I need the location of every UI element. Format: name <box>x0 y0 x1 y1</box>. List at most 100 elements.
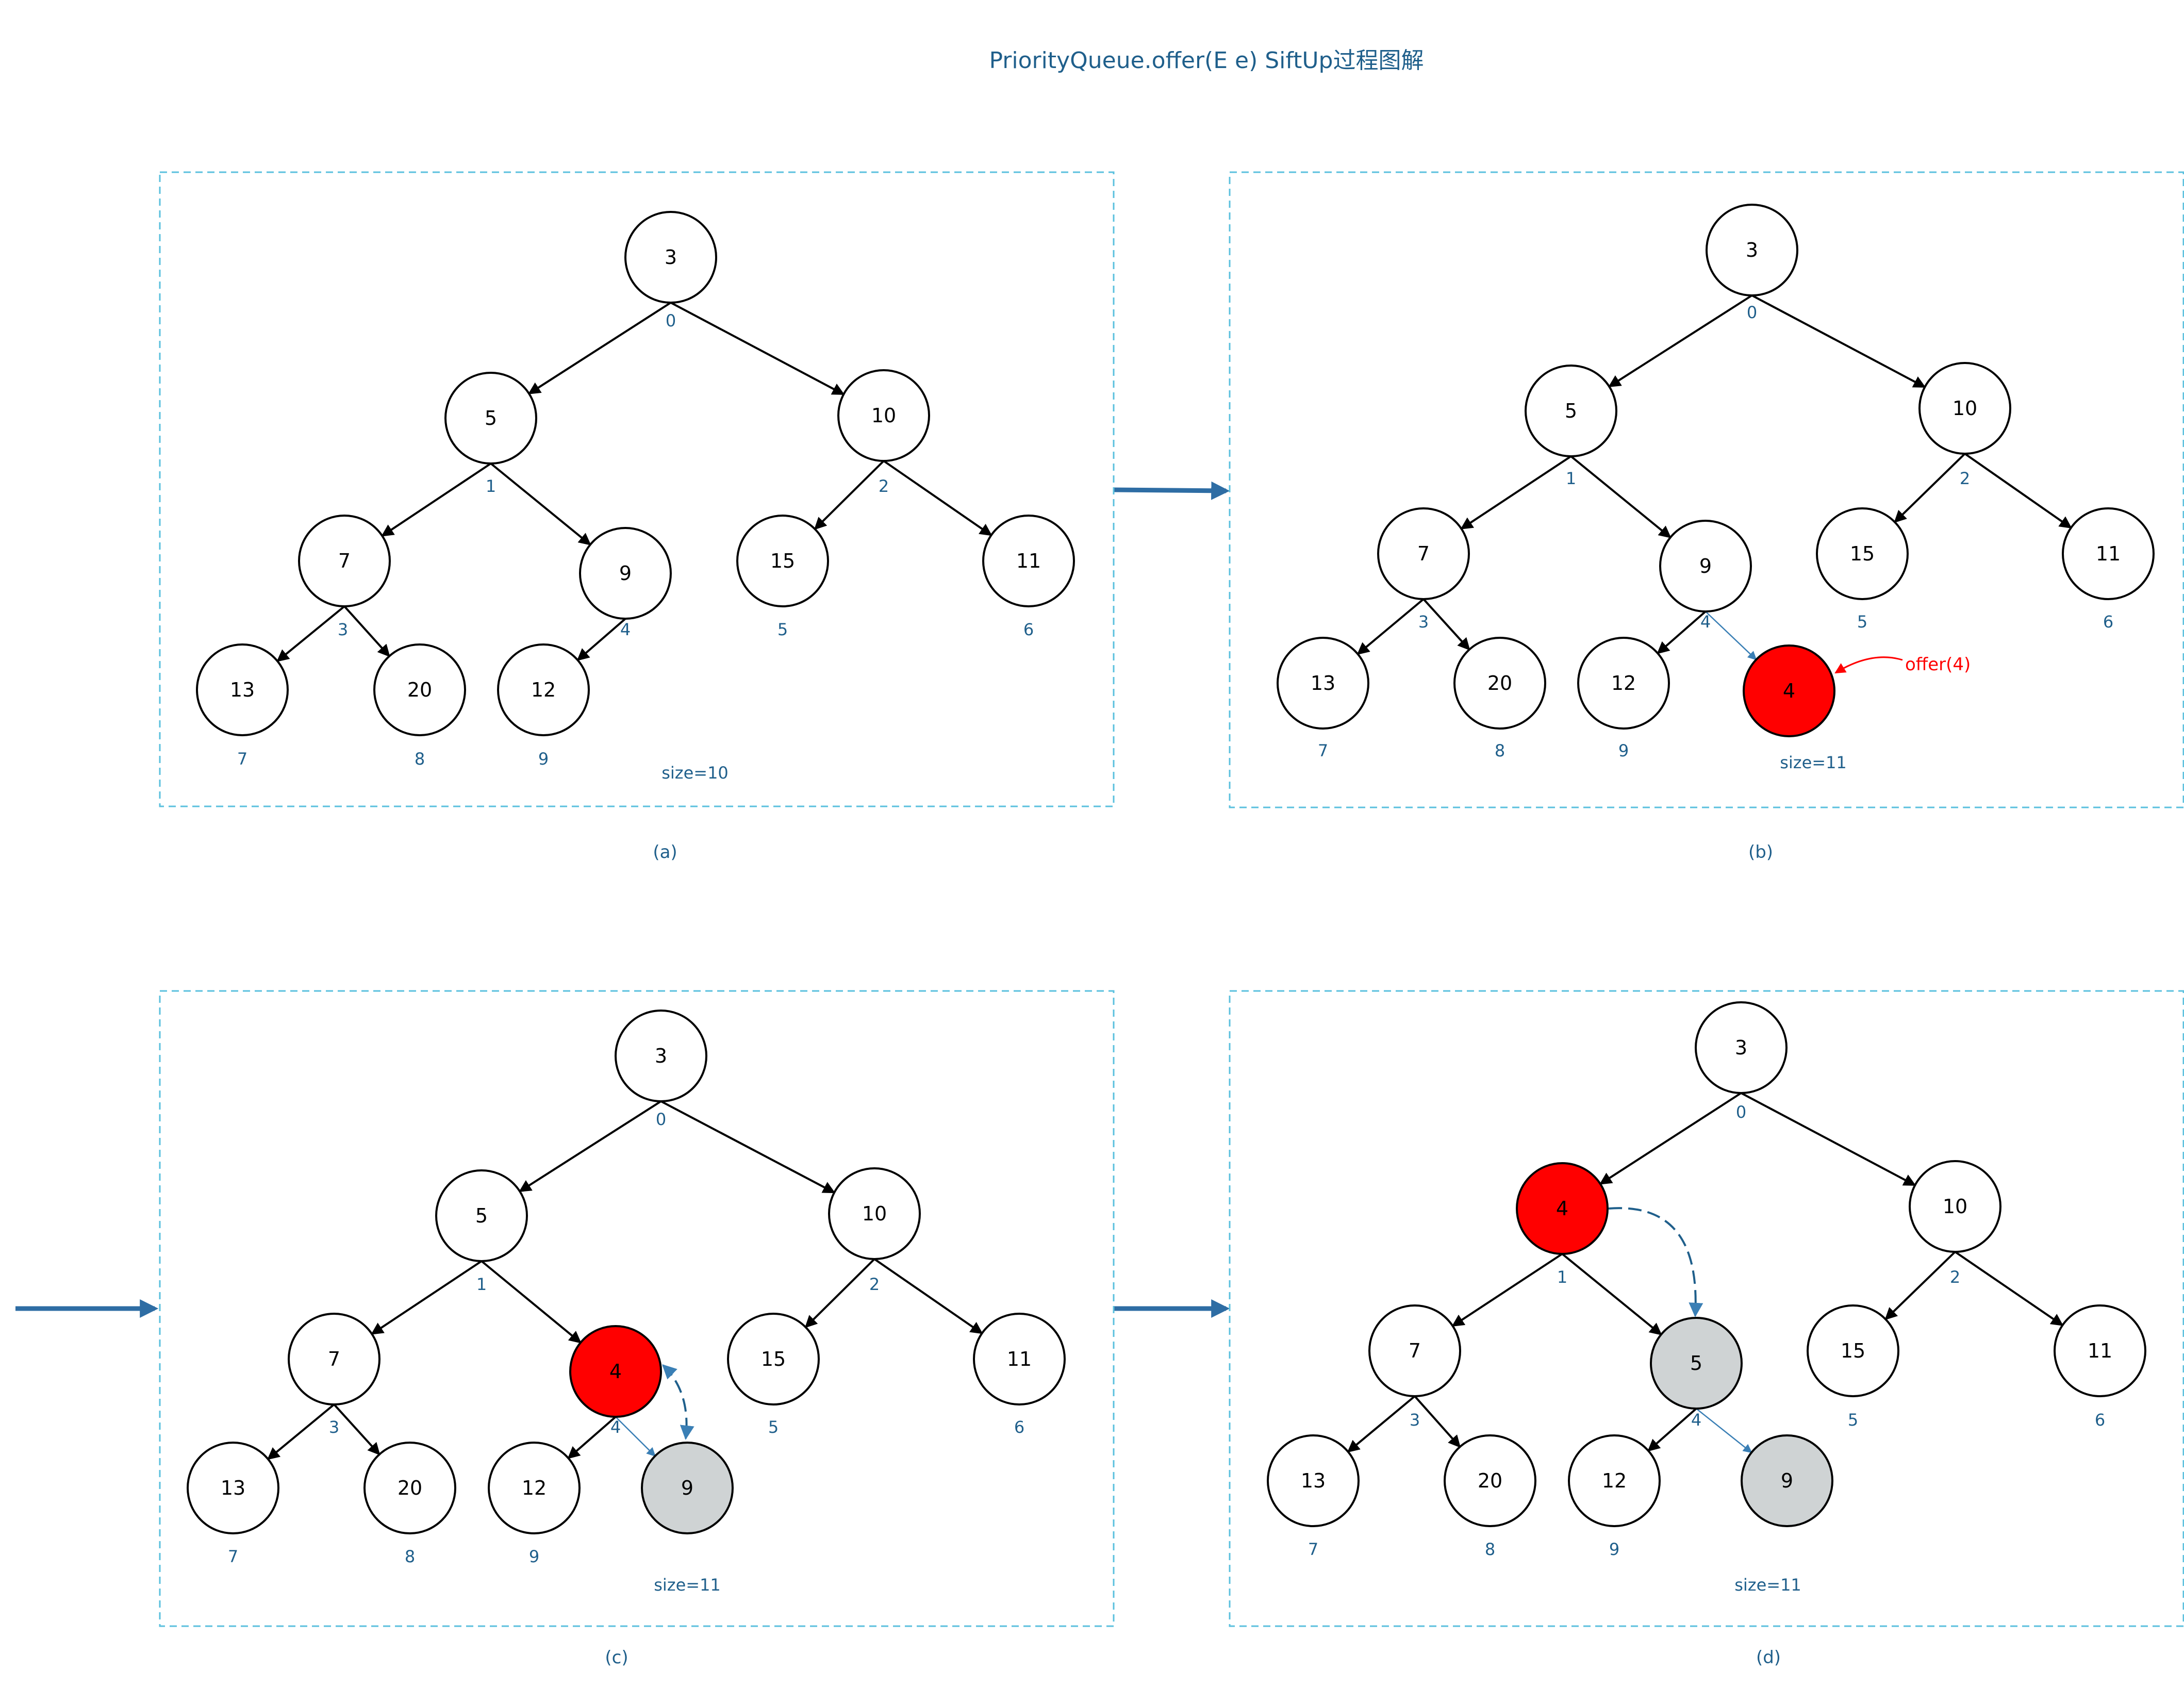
node-index: 3 <box>338 620 348 639</box>
tree-edge <box>333 1403 380 1456</box>
panel-d-frame <box>1229 990 2184 1627</box>
node-circle <box>488 1442 581 1534</box>
node-value: 9 <box>1699 555 1712 577</box>
tree-edge <box>1422 598 1470 651</box>
node-circle <box>1918 362 2011 455</box>
node-index: 3 <box>329 1417 339 1437</box>
tree-edge <box>670 302 845 395</box>
node-index: 4 <box>610 1417 621 1437</box>
offer-annotation: offer(4) <box>1905 654 1971 675</box>
heap-node: 12 <box>488 1442 581 1534</box>
flow-arrow-a-to-b <box>1113 481 1230 500</box>
heap-node: 5 <box>444 372 537 465</box>
node-circle <box>363 1442 456 1534</box>
heap-node: 10 <box>1909 1160 2001 1253</box>
node-index: 1 <box>1557 1267 1567 1287</box>
node-circle <box>1277 637 1369 730</box>
node-index: 8 <box>1495 741 1505 760</box>
node-index: 4 <box>1691 1410 1701 1430</box>
node-circle <box>288 1313 380 1405</box>
node-index: 1 <box>486 476 496 496</box>
node-index: 7 <box>1308 1540 1318 1559</box>
node-value: 10 <box>1943 1195 1967 1218</box>
node-value: 10 <box>1953 397 1977 420</box>
node-value: 13 <box>221 1477 245 1499</box>
panel-caption: (b) <box>1748 842 1773 863</box>
node-circle <box>973 1313 1066 1405</box>
heap-node: 12 <box>1577 637 1670 730</box>
node-index: 5 <box>1848 1410 1858 1430</box>
heap-node: 20 <box>363 1442 456 1534</box>
tree-edge <box>1894 453 1966 523</box>
node-circle <box>1807 1304 1899 1397</box>
node-value: 3 <box>1735 1036 1747 1059</box>
panel-a-frame <box>159 171 1115 807</box>
node-index: 9 <box>529 1547 539 1566</box>
node-circle <box>828 1167 921 1260</box>
heap-node: 20 <box>1444 1434 1536 1527</box>
new-node-edge <box>615 1416 656 1457</box>
node-circle <box>435 1169 528 1262</box>
heap-node: 13 <box>1277 637 1369 730</box>
node-value: 3 <box>665 246 677 269</box>
tree-edge <box>1964 453 2072 529</box>
node-value: 20 <box>1487 672 1512 694</box>
node-circle <box>2062 507 2155 600</box>
node-index: 0 <box>1747 303 1757 322</box>
node-value: 3 <box>1746 239 1758 261</box>
node-index: 7 <box>237 749 247 769</box>
node-circle <box>196 643 289 736</box>
tree-edge <box>1751 294 1926 388</box>
node-index: 3 <box>1410 1410 1420 1430</box>
node-circle <box>444 372 537 465</box>
heap-node: 15 <box>1807 1304 1899 1397</box>
tree-edge <box>1954 1251 2064 1327</box>
node-circle <box>497 643 590 736</box>
panel-caption: (d) <box>1756 1647 1781 1668</box>
tree-edge <box>576 618 626 661</box>
node-circle <box>2054 1304 2146 1397</box>
node-circle <box>579 527 672 620</box>
heap-node: 10 <box>828 1167 921 1260</box>
node-circle <box>1909 1160 2001 1253</box>
node-value: 20 <box>398 1477 422 1499</box>
node-circle <box>736 515 829 607</box>
tree-edge <box>1570 455 1672 538</box>
heap-node: 15 <box>1816 507 1909 600</box>
heap-node: 12 <box>1568 1434 1661 1527</box>
node-value: 12 <box>522 1477 547 1499</box>
node-value: 10 <box>871 404 896 427</box>
node-value: 15 <box>1850 542 1875 565</box>
tree-edge <box>814 460 885 530</box>
node-value: 13 <box>1301 1469 1326 1492</box>
diagram-title: PriorityQueue.offer(E e) SiftUp过程图解 <box>989 47 1424 74</box>
heap-node: 11 <box>2062 507 2155 600</box>
node-circle <box>641 1442 734 1534</box>
node-index: 2 <box>869 1275 880 1294</box>
node-index: 5 <box>777 620 788 639</box>
node-value: 7 <box>328 1348 340 1370</box>
node-index: 6 <box>2095 1410 2105 1430</box>
heap-node: 7 <box>298 515 391 607</box>
node-index: 6 <box>2103 612 2113 632</box>
swap-arrow <box>1608 1207 1703 1317</box>
node-index: 9 <box>538 749 549 769</box>
node-value: 9 <box>619 562 632 585</box>
heap-node: 4 <box>1516 1162 1609 1255</box>
node-value: 7 <box>338 550 351 572</box>
tree-edge <box>1608 294 1753 388</box>
node-circle <box>1695 1001 1788 1094</box>
node-circle <box>982 515 1075 607</box>
node-index: 8 <box>1485 1540 1495 1559</box>
heap-node: 20 <box>373 643 466 736</box>
node-index: 2 <box>1950 1267 1960 1287</box>
heap-node: 12 <box>497 643 590 736</box>
node-value: 15 <box>761 1348 786 1370</box>
tree-edge <box>1414 1395 1461 1448</box>
node-circle <box>1525 365 1617 457</box>
heap-node: 11 <box>973 1313 1066 1405</box>
node-circle <box>1267 1434 1360 1527</box>
size-label: size=11 <box>654 1575 721 1595</box>
size-label: size=11 <box>1734 1575 1801 1595</box>
